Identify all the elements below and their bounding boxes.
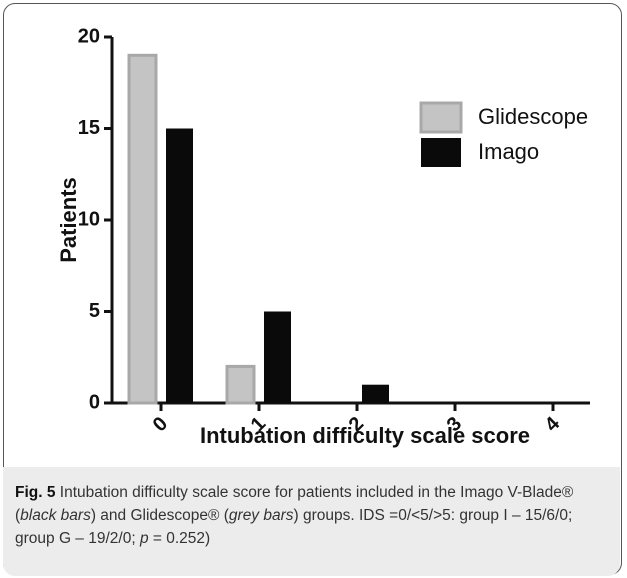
caption-text: grey bars bbox=[228, 507, 294, 524]
caption-text: black bars bbox=[20, 507, 91, 524]
y-tick-label: 5 bbox=[89, 300, 100, 322]
bar bbox=[362, 384, 389, 403]
caption-text: p bbox=[139, 530, 149, 547]
x-tick-label: 4 bbox=[541, 412, 565, 436]
caption-text: ) groups. IDS =0/<5/>5: group I – 15/6/0… bbox=[15, 507, 573, 547]
bar bbox=[225, 364, 256, 405]
x-tick-label: 0 bbox=[149, 413, 172, 436]
x-axis-label: Intubation difficulty scale score bbox=[200, 423, 530, 448]
bar bbox=[264, 311, 291, 403]
y-tick-label: 20 bbox=[78, 25, 100, 47]
caption: Fig. 5 Intubation difficulty scale score… bbox=[3, 467, 620, 576]
y-tick-label: 0 bbox=[89, 391, 100, 413]
bar bbox=[166, 128, 193, 403]
caption-text: = 0.252) bbox=[148, 530, 211, 547]
bar bbox=[127, 53, 158, 405]
legend-swatch bbox=[419, 101, 463, 134]
caption-label: Fig. 5 bbox=[15, 484, 56, 501]
y-axis-label: Patients bbox=[56, 177, 81, 263]
caption-text: Intubation difficulty scale score for pa… bbox=[15, 484, 574, 524]
legend-swatch bbox=[421, 138, 461, 167]
y-tick-label: 10 bbox=[78, 208, 100, 230]
legend-label: Glidescope bbox=[478, 104, 588, 129]
caption-text: ) and Glidescope® ( bbox=[90, 507, 229, 524]
y-tick-label: 15 bbox=[78, 117, 100, 139]
legend-label: Imago bbox=[478, 139, 539, 164]
chart: Patients Intubation difficulty scale sco… bbox=[56, 25, 590, 448]
